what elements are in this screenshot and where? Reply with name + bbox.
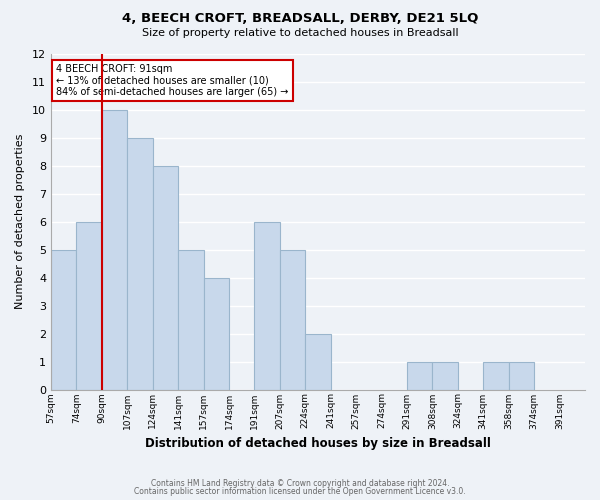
- Bar: [203, 278, 229, 390]
- Text: 4, BEECH CROFT, BREADSALL, DERBY, DE21 5LQ: 4, BEECH CROFT, BREADSALL, DERBY, DE21 5…: [122, 12, 478, 26]
- Bar: [51, 250, 76, 390]
- Bar: [76, 222, 102, 390]
- Text: Contains HM Land Registry data © Crown copyright and database right 2024.: Contains HM Land Registry data © Crown c…: [151, 478, 449, 488]
- Bar: [178, 250, 203, 390]
- Text: Contains public sector information licensed under the Open Government Licence v3: Contains public sector information licen…: [134, 487, 466, 496]
- X-axis label: Distribution of detached houses by size in Breadsall: Distribution of detached houses by size …: [145, 437, 491, 450]
- Bar: [280, 250, 305, 390]
- Bar: [407, 362, 433, 390]
- Text: Size of property relative to detached houses in Breadsall: Size of property relative to detached ho…: [142, 28, 458, 38]
- Bar: [483, 362, 509, 390]
- Text: 4 BEECH CROFT: 91sqm
← 13% of detached houses are smaller (10)
84% of semi-detac: 4 BEECH CROFT: 91sqm ← 13% of detached h…: [56, 64, 289, 98]
- Bar: [433, 362, 458, 390]
- Bar: [152, 166, 178, 390]
- Bar: [102, 110, 127, 390]
- Bar: [305, 334, 331, 390]
- Bar: [254, 222, 280, 390]
- Bar: [127, 138, 152, 390]
- Bar: [509, 362, 534, 390]
- Y-axis label: Number of detached properties: Number of detached properties: [15, 134, 25, 310]
